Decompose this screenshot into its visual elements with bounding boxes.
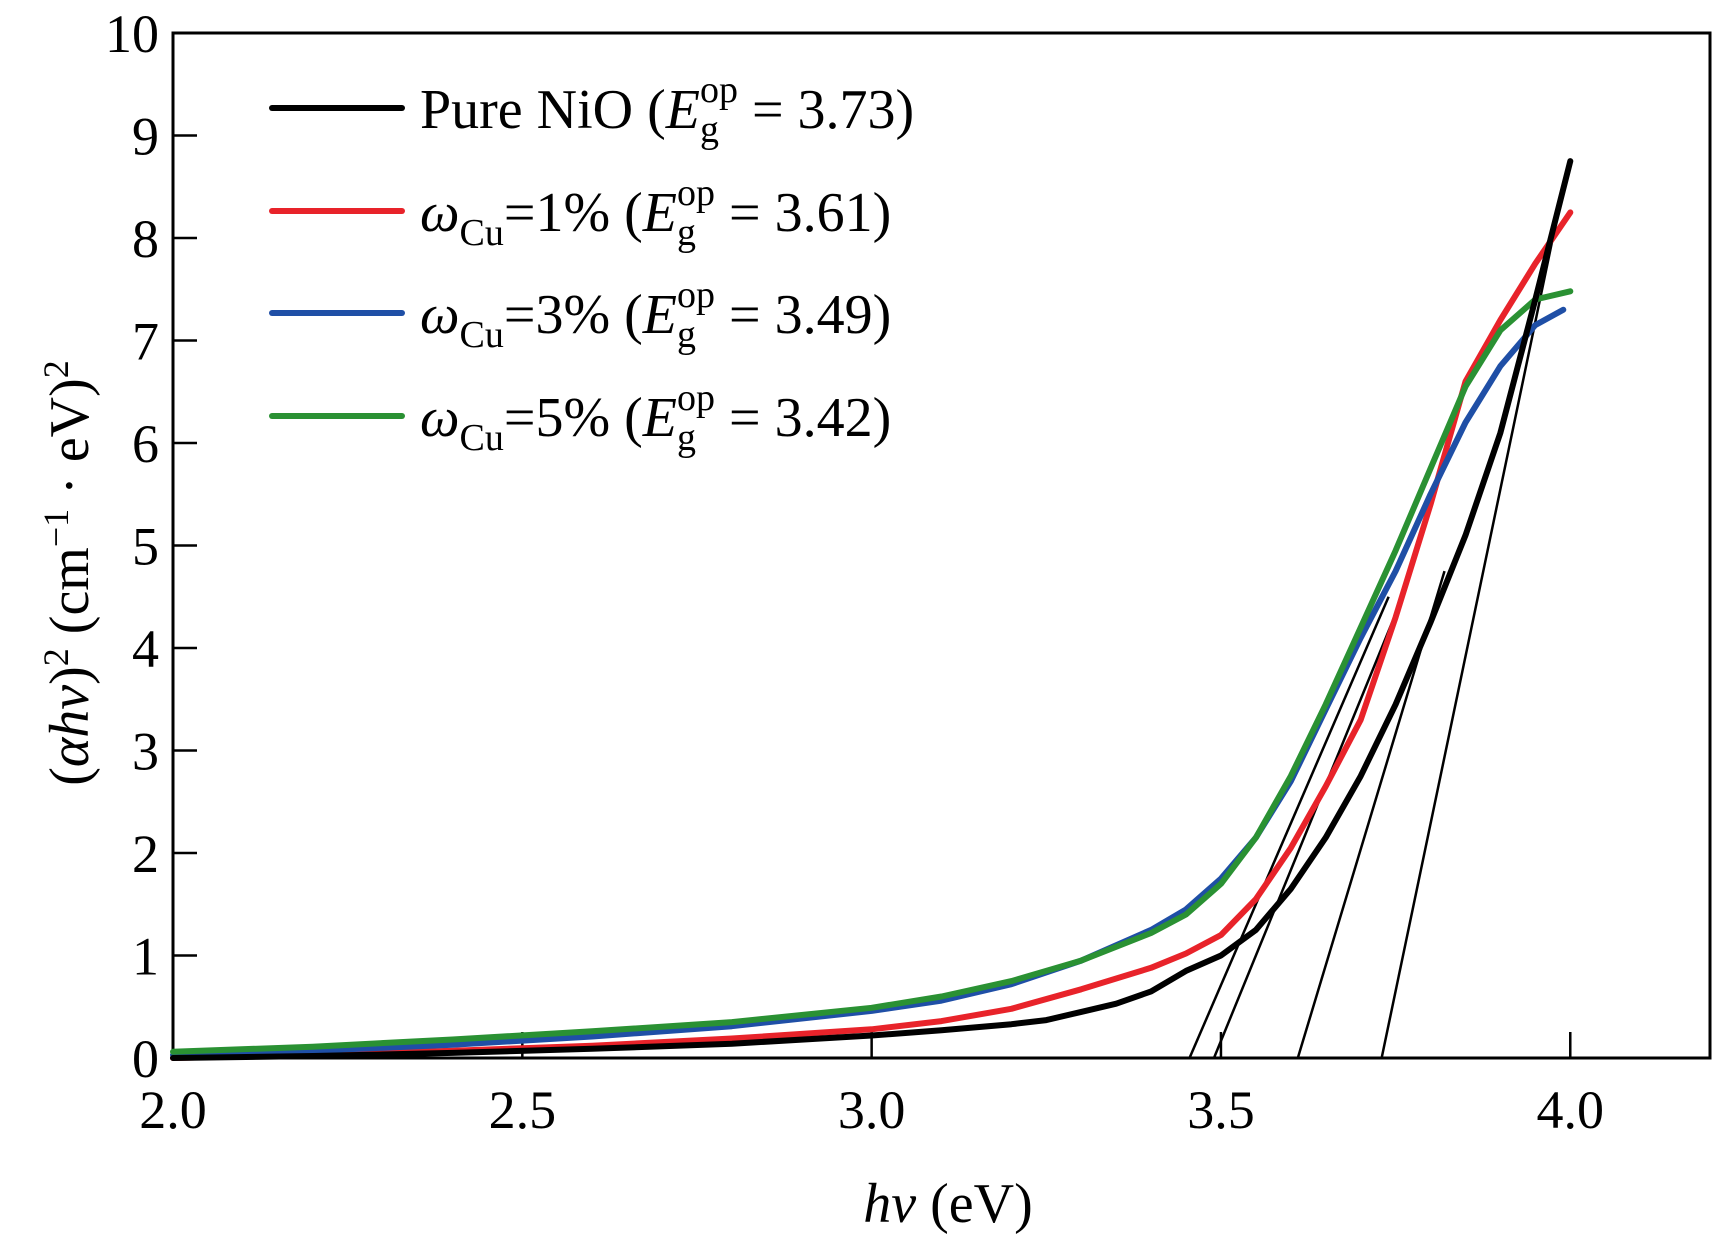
y-tick-label: 7 <box>132 312 159 372</box>
y-tick-label: 3 <box>132 722 159 782</box>
x-tick-label: 2.0 <box>139 1080 207 1140</box>
y-tick-label: 1 <box>132 927 159 987</box>
legend-item: Pure NiO (Egop = 3.73) <box>269 69 914 151</box>
legend: Pure NiO (Egop = 3.73) ωCu=1% (Egop = 3.6… <box>269 69 914 459</box>
y-tick-label: 9 <box>132 107 159 167</box>
legend-label: ωCu=1% (Egop = 3.61) <box>420 172 891 254</box>
legend-item: ωCu=5% (Egop = 3.42) <box>269 377 891 459</box>
y-tick-label: 5 <box>132 517 159 577</box>
legend-label: Pure NiO (Egop = 3.73) <box>420 69 914 151</box>
series-line <box>170 209 1574 1061</box>
y-tick-label: 0 <box>132 1029 159 1089</box>
y-axis-label: (αhv)2 (cm−1 · eV)2 <box>36 360 101 786</box>
y-tick-label: 8 <box>132 209 159 269</box>
tangent-line <box>1188 596 1390 1059</box>
x-tick-label: 4.0 <box>1537 1080 1605 1140</box>
tangent-line <box>1212 596 1404 1059</box>
legend-item: ωCu=3% (Egop = 3.49) <box>269 274 891 356</box>
x-tick-label: 2.5 <box>489 1080 557 1140</box>
series-line <box>170 158 1574 1061</box>
y-tick-label: 2 <box>132 824 159 884</box>
plot-frame <box>171 31 1712 1060</box>
legend-item: ωCu=1% (Egop = 3.61) <box>269 172 891 254</box>
y-tick-label: 6 <box>132 414 159 474</box>
x-tick-label: 3.5 <box>1187 1080 1255 1140</box>
series-line <box>170 306 1567 1058</box>
tangent-line <box>1380 160 1571 1059</box>
y-tick-label: 10 <box>105 4 159 64</box>
series-lines <box>170 158 1574 1061</box>
y-tick-label: 4 <box>132 619 159 679</box>
axes: 2.0 2.5 3.0 3.5 4.0 0 1 2 3 4 5 6 7 8 9 10 <box>105 4 1712 1140</box>
x-axis-label: hv (eV) <box>863 1173 1032 1235</box>
x-tick-label: 3.0 <box>838 1080 906 1140</box>
legend-label: ωCu=3% (Egop = 3.49) <box>420 274 891 356</box>
series-line <box>170 288 1574 1055</box>
legend-label: ωCu=5% (Egop = 3.42) <box>420 377 891 459</box>
